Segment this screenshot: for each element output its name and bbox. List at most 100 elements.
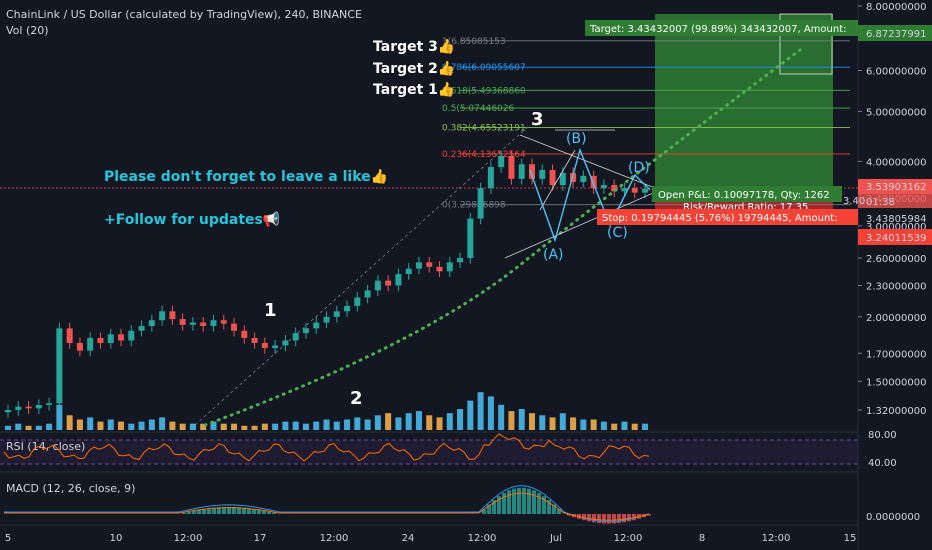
volume-bar — [272, 423, 279, 430]
volume-bar — [118, 421, 125, 430]
fib-retracement: 1(6.85085153 0.786(6.09055607 0.618(5.4936… — [442, 37, 850, 211]
candle-body — [508, 155, 515, 179]
candle-body — [76, 342, 83, 351]
volume-bar — [508, 411, 515, 430]
candle-body — [169, 311, 176, 320]
price-tick-label: 4.00000000 — [866, 157, 926, 168]
volume-bar — [642, 423, 648, 430]
candle-body — [621, 188, 628, 192]
macd-hist-bar — [482, 509, 486, 514]
macd-hist-bar — [197, 509, 201, 514]
time-tick-label: 17 — [254, 533, 267, 544]
price-tick-label: 1.50000000 — [866, 377, 926, 388]
macd-hist-bar — [557, 509, 561, 514]
time-tick-label: 12:00 — [174, 533, 203, 544]
volume-bar — [344, 419, 351, 430]
time-tick-label: 12:00 — [320, 533, 349, 544]
price-tick-label: 1.32000000 — [866, 406, 926, 417]
macd-tick-zero: 0.0000000 — [866, 512, 920, 523]
volume-bar — [241, 425, 248, 430]
volume-bar — [333, 421, 340, 430]
volume-bar — [169, 421, 176, 430]
candle-body — [313, 322, 320, 329]
macd-hist-bar — [617, 514, 621, 524]
volume-bar — [200, 423, 207, 430]
candle-body — [282, 340, 289, 346]
rr-ratio-text: Risk/Reward Ratio: 17.35 — [683, 202, 808, 213]
macd-label: MACD (12, 26, close, 9) — [6, 482, 135, 495]
macd-hist-bar — [632, 514, 636, 521]
volume-bar — [261, 423, 268, 430]
volume-bar — [138, 421, 145, 430]
candle-body — [405, 268, 412, 275]
price-axis[interactable]: 8.00000000 6.00000000 5.00000000 4.00000000… — [858, 2, 926, 417]
price-tick-label: 3.00000000 — [866, 222, 926, 233]
macd-hist-bar — [487, 504, 491, 514]
macd-hist-bar — [202, 508, 206, 514]
rsi-line — [3, 433, 650, 462]
candle-body — [528, 164, 535, 179]
macd-hist-bar — [502, 492, 506, 514]
candle-body — [272, 345, 279, 349]
target-price-tag — [858, 25, 932, 41]
trend-dashed-line — [194, 124, 531, 426]
macd-hist-bar — [247, 508, 251, 514]
candle-body — [56, 328, 63, 404]
time-tick-label: 12:00 — [468, 533, 497, 544]
volume-bar — [518, 409, 525, 430]
price-tick-label: 6.00000000 — [866, 67, 926, 78]
macd-hist-bar — [257, 509, 261, 514]
macd-hist-bar — [607, 514, 611, 524]
candle-body — [446, 262, 453, 272]
time-tick-label: 10 — [110, 533, 123, 544]
target-marker-box — [779, 13, 833, 75]
current-price-text: 3.53903162 — [866, 182, 926, 193]
price-tick-label: 2.30000000 — [866, 281, 926, 292]
volume-bar — [15, 423, 22, 430]
macd-hist-bar — [622, 514, 626, 523]
candle-body — [148, 320, 155, 326]
volume-bar — [128, 423, 135, 430]
volume-bar — [323, 419, 330, 430]
price-tick-label: 5.00000000 — [866, 107, 926, 118]
macd-hist-bar — [212, 507, 216, 514]
fib-level-label: 1(6.85085153 — [442, 37, 506, 47]
candle-body — [487, 167, 494, 189]
candle-body — [631, 188, 638, 193]
volume-bar — [600, 421, 607, 430]
candle-body — [611, 185, 618, 192]
macd-hist-bar — [227, 506, 231, 514]
candle-body — [385, 280, 392, 286]
macd-hist-bar — [267, 511, 271, 514]
volume-bar — [498, 404, 505, 430]
time-axis[interactable]: 5 10 12:00 17 12:00 24 12:00 Jul 12:00 8 12:00 15 — [5, 533, 857, 544]
macd-hist-bar — [567, 514, 571, 516]
target-zone — [655, 14, 833, 186]
target-price-text: 6.87237991 — [866, 29, 926, 40]
macd-hist-bar — [262, 510, 266, 514]
time-tick-label: 12:00 — [614, 533, 643, 544]
volume-bar — [302, 423, 309, 430]
current-price-tag — [858, 179, 932, 194]
volume-bar — [405, 413, 412, 430]
macd-hist-bar — [497, 496, 501, 514]
macd-hist-bar — [582, 514, 586, 521]
stop-info-text: Stop: 0.19794445 (5.76%) 19794445, Amoun… — [602, 213, 838, 224]
macd-hist-bar — [242, 507, 246, 514]
fib-level-label: 0(3.29806898 — [442, 201, 506, 211]
candle-body — [261, 342, 268, 349]
volume-bar — [528, 413, 535, 430]
macd-hist-bar — [527, 488, 531, 514]
volume-label: Vol (20) — [6, 24, 49, 37]
candle-body — [159, 311, 166, 321]
candle-body — [179, 319, 186, 325]
macd-hist-bar — [532, 490, 536, 514]
volume-bar — [46, 423, 53, 430]
fib-level-label: 0.618(5.49368860 — [442, 86, 526, 96]
candle-body — [220, 320, 227, 324]
macd-hist-bar — [522, 487, 526, 514]
volume-bar — [97, 421, 104, 430]
macd-hist-bar — [602, 514, 606, 524]
volume-bar — [539, 415, 546, 430]
